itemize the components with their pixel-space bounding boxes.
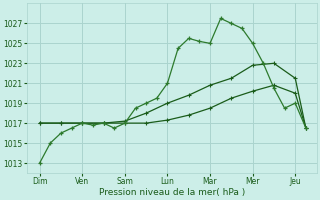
X-axis label: Pression niveau de la mer( hPa ): Pression niveau de la mer( hPa ): [99, 188, 245, 197]
